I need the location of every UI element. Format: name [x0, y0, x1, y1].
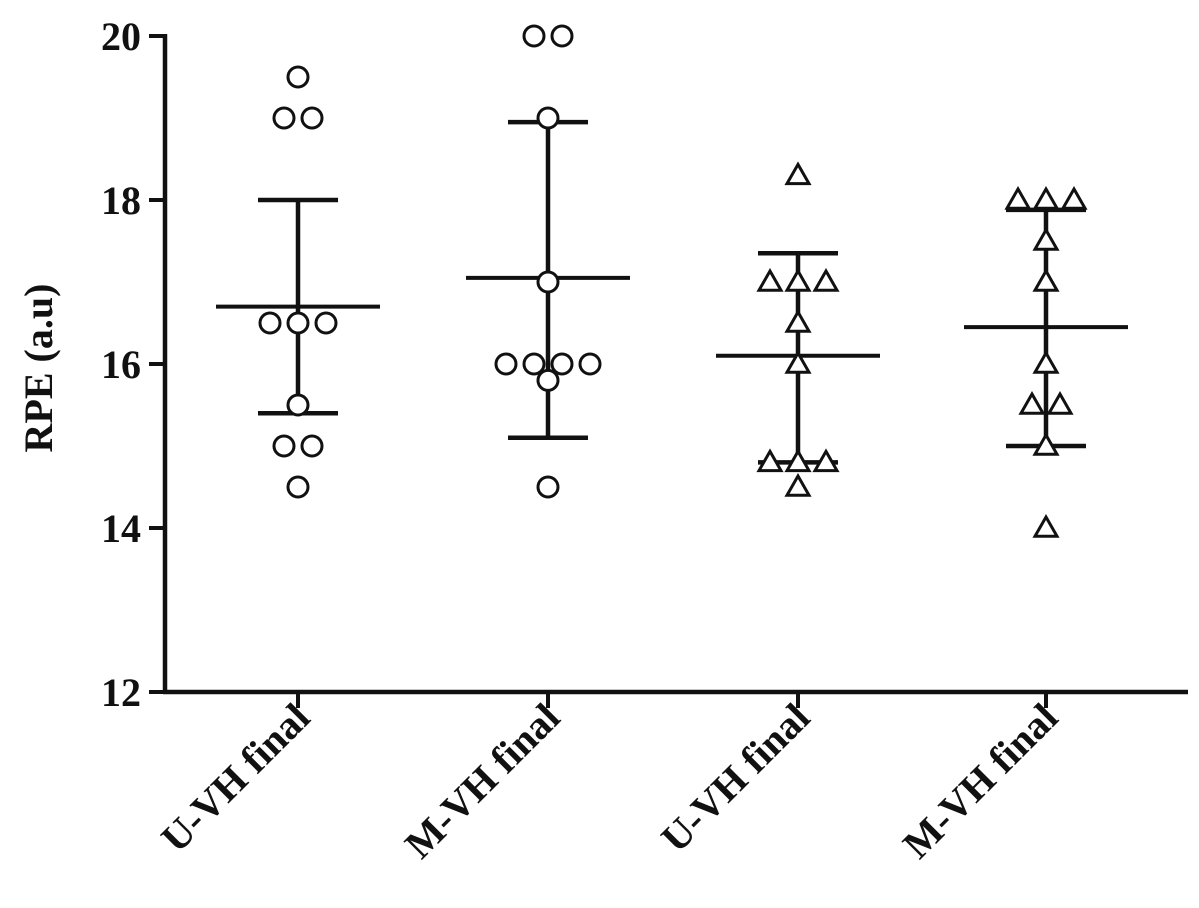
data-point-triangle	[1032, 226, 1060, 251]
data-point-circle	[494, 352, 518, 376]
y-tick-label: 12	[101, 670, 141, 715]
y-tick-label: 16	[101, 342, 141, 387]
data-point-circle	[550, 352, 574, 376]
data-point-circle	[536, 106, 560, 130]
x-category-label: M-VH final	[396, 695, 568, 867]
data-point-circle	[536, 368, 560, 392]
data-point-triangle	[1032, 185, 1060, 210]
y-tick-label: 20	[101, 14, 141, 59]
data-point-triangle	[784, 472, 812, 497]
error-bars	[216, 119, 1128, 465]
data-point-circle	[536, 270, 560, 294]
data-point-triangle	[1004, 185, 1032, 210]
y-tick-label: 18	[101, 178, 141, 223]
data-point-circle	[272, 434, 296, 458]
data-point-circle	[286, 393, 310, 417]
data-point-triangle	[1060, 185, 1088, 210]
data-point-triangle	[1032, 349, 1060, 374]
x-category-label: M-VH final	[894, 695, 1066, 867]
data-point-triangle	[1032, 431, 1060, 456]
data-point-triangle	[812, 267, 840, 292]
data-point-circle	[300, 434, 324, 458]
data-point-triangle	[784, 161, 812, 186]
x-category-label: U-VH final	[652, 695, 818, 861]
data-point-triangle	[784, 349, 812, 374]
data-point-circle	[300, 106, 324, 130]
y-tick-label: 14	[101, 506, 141, 551]
data-point-triangle	[1046, 390, 1074, 415]
data-point-circle	[286, 475, 310, 499]
x-category-label: U-VH final	[152, 695, 318, 861]
data-point-circle	[286, 65, 310, 89]
data-points	[258, 24, 1088, 538]
data-point-circle	[258, 311, 282, 335]
data-point-circle	[522, 24, 546, 48]
data-point-circle	[522, 352, 546, 376]
y-axis-title: RPE (a.u)	[16, 284, 61, 453]
data-point-circle	[286, 311, 310, 335]
data-point-triangle	[784, 308, 812, 333]
data-point-circle	[578, 352, 602, 376]
x-category-labels: U-VH final M-VH final U-VH final M-VH final	[152, 692, 1066, 867]
data-point-triangle	[784, 267, 812, 292]
data-point-circle	[550, 24, 574, 48]
data-point-circle	[536, 475, 560, 499]
data-point-triangle	[784, 448, 812, 473]
data-point-triangle	[756, 448, 784, 473]
data-point-triangle	[756, 267, 784, 292]
data-point-triangle	[1032, 267, 1060, 292]
y-ticks: 12 14 16 18 20	[101, 14, 165, 715]
data-point-triangle	[812, 448, 840, 473]
data-point-circle	[272, 106, 296, 130]
data-point-triangle	[1032, 513, 1060, 538]
data-point-circle	[314, 311, 338, 335]
axes	[162, 34, 1188, 695]
data-point-triangle	[1018, 390, 1046, 415]
